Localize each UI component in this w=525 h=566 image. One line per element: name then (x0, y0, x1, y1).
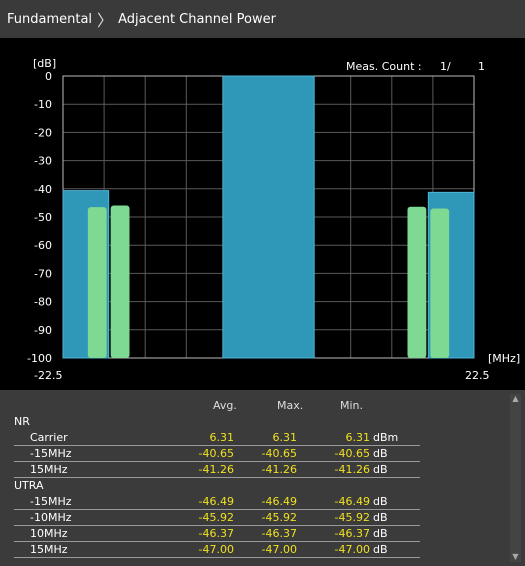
cell-unit: dB (373, 527, 388, 540)
nr-bar (222, 75, 315, 359)
row-divider (14, 477, 420, 478)
cell-min: -40.65 (334, 447, 370, 460)
y-tick-label: -90 (34, 324, 52, 337)
cell-avg: -46.49 (198, 495, 234, 508)
y-tick-label: -30 (34, 155, 52, 168)
row-label: 15MHz (30, 463, 68, 476)
header-min: Min. (340, 399, 364, 412)
cell-min: -47.00 (334, 543, 370, 556)
y-tick-label: -60 (34, 239, 52, 252)
row-label: -10MHz (30, 511, 72, 524)
cell-unit: dBm (373, 431, 399, 444)
y-unit-label: [dB] (33, 57, 57, 70)
cell-min: -46.37 (334, 527, 370, 540)
utra-bar (430, 208, 450, 358)
cell-unit: dB (373, 511, 388, 524)
meas-count-total: 1 (478, 60, 485, 73)
results-table: Avg. Max. Min. NR Carrier 6.31 6.31 6.31 dBm -… (0, 390, 525, 566)
table-row: -10MHz -45.92 -45.92 -45.92 dB (0, 510, 420, 526)
table-row: -15MHz -40.65 -40.65 -40.65 dB (0, 446, 420, 462)
cell-min: -41.26 (334, 463, 370, 476)
group-label: NR (14, 415, 30, 428)
row-divider (14, 525, 420, 526)
header-max: Max. (277, 399, 304, 412)
y-tick-label: -100 (27, 352, 52, 365)
row-divider (14, 445, 420, 446)
cell-max: -41.26 (261, 463, 297, 476)
acp-graph-svg: 0 -10 -20 -30 -40 -50 -60 -70 -80 -90 -100 (27, 70, 475, 365)
acp-graph: 0 -10 -20 -30 -40 -50 -60 -70 -80 -90 -100 [dB] Me… (0, 38, 525, 390)
meas-count-label: Meas. Count : (346, 60, 422, 73)
cell-min: -46.49 (334, 495, 370, 508)
scroll-up-icon[interactable]: ▲ (512, 394, 519, 403)
row-label: -15MHz (30, 495, 72, 508)
cell-avg: -41.26 (198, 463, 234, 476)
row-label: 10MHz (30, 527, 68, 540)
row-label: 15MHz (30, 543, 68, 556)
row-divider (14, 541, 420, 542)
cell-max: -46.49 (261, 495, 297, 508)
cell-unit: dB (373, 447, 388, 460)
x-unit-label: [MHz] (488, 352, 521, 365)
cell-unit: dB (373, 463, 388, 476)
row-divider (14, 461, 420, 462)
y-tick-label: -50 (34, 211, 52, 224)
table-row: -15MHz -46.49 -46.49 -46.49 dB (0, 494, 420, 510)
cell-min: -45.92 (334, 511, 370, 524)
row-divider (14, 557, 420, 558)
group-label: UTRA (14, 479, 44, 492)
cell-max: -46.37 (261, 527, 297, 540)
breadcrumb-bar: Fundamental 〉 Adjacent Channel Power (0, 0, 525, 38)
table-row: 10MHz -46.37 -46.37 -46.37 dB (0, 526, 420, 542)
cell-max: -40.65 (261, 447, 297, 460)
utra-bar (110, 205, 130, 358)
x-end-label: 22.5 (465, 369, 490, 382)
y-tick-label: -10 (34, 98, 52, 111)
row-label: Carrier (30, 431, 68, 444)
cell-unit: dB (373, 543, 388, 556)
cell-max: 6.31 (272, 431, 298, 444)
y-tick-label: 0 (45, 70, 52, 83)
chevron-right-icon: 〉 (97, 11, 114, 30)
scroll-down-icon[interactable]: ▼ (512, 552, 519, 561)
cell-max: -47.00 (261, 543, 297, 556)
cell-avg: 6.31 (209, 431, 235, 444)
cell-avg: -47.00 (198, 543, 234, 556)
cell-unit: dB (373, 495, 388, 508)
table-group-header: UTRA (0, 478, 420, 494)
y-tick-label: -40 (34, 183, 52, 196)
cell-avg: -40.65 (198, 447, 234, 460)
table-row: 15MHz -47.00 -47.00 -47.00 dB (0, 542, 420, 558)
breadcrumb-root[interactable]: Fundamental (7, 11, 93, 27)
y-tick-label: -20 (34, 126, 52, 139)
utra-bar (87, 207, 107, 358)
cell-avg: -45.92 (198, 511, 234, 524)
row-label: -15MHz (30, 447, 72, 460)
breadcrumb-current: Adjacent Channel Power (118, 11, 276, 27)
table-scrollbar[interactable]: ▲ ▼ (510, 394, 521, 562)
cell-avg: -46.37 (198, 527, 234, 540)
table-row: Carrier 6.31 6.31 6.31 dBm (0, 430, 420, 446)
table-row: 15MHz -41.26 -41.26 -41.26 dB (0, 462, 420, 478)
header-avg: Avg. (213, 399, 237, 412)
y-tick-label: -70 (34, 267, 52, 280)
y-tick-label: -80 (34, 296, 52, 309)
utra-bar (407, 206, 427, 358)
meas-count-current: 1/ (440, 60, 451, 73)
cell-max: -45.92 (261, 511, 297, 524)
x-start-label: -22.5 (34, 369, 63, 382)
table-group-header: NR (0, 414, 420, 430)
cell-min: 6.31 (345, 431, 371, 444)
row-divider (14, 509, 420, 510)
